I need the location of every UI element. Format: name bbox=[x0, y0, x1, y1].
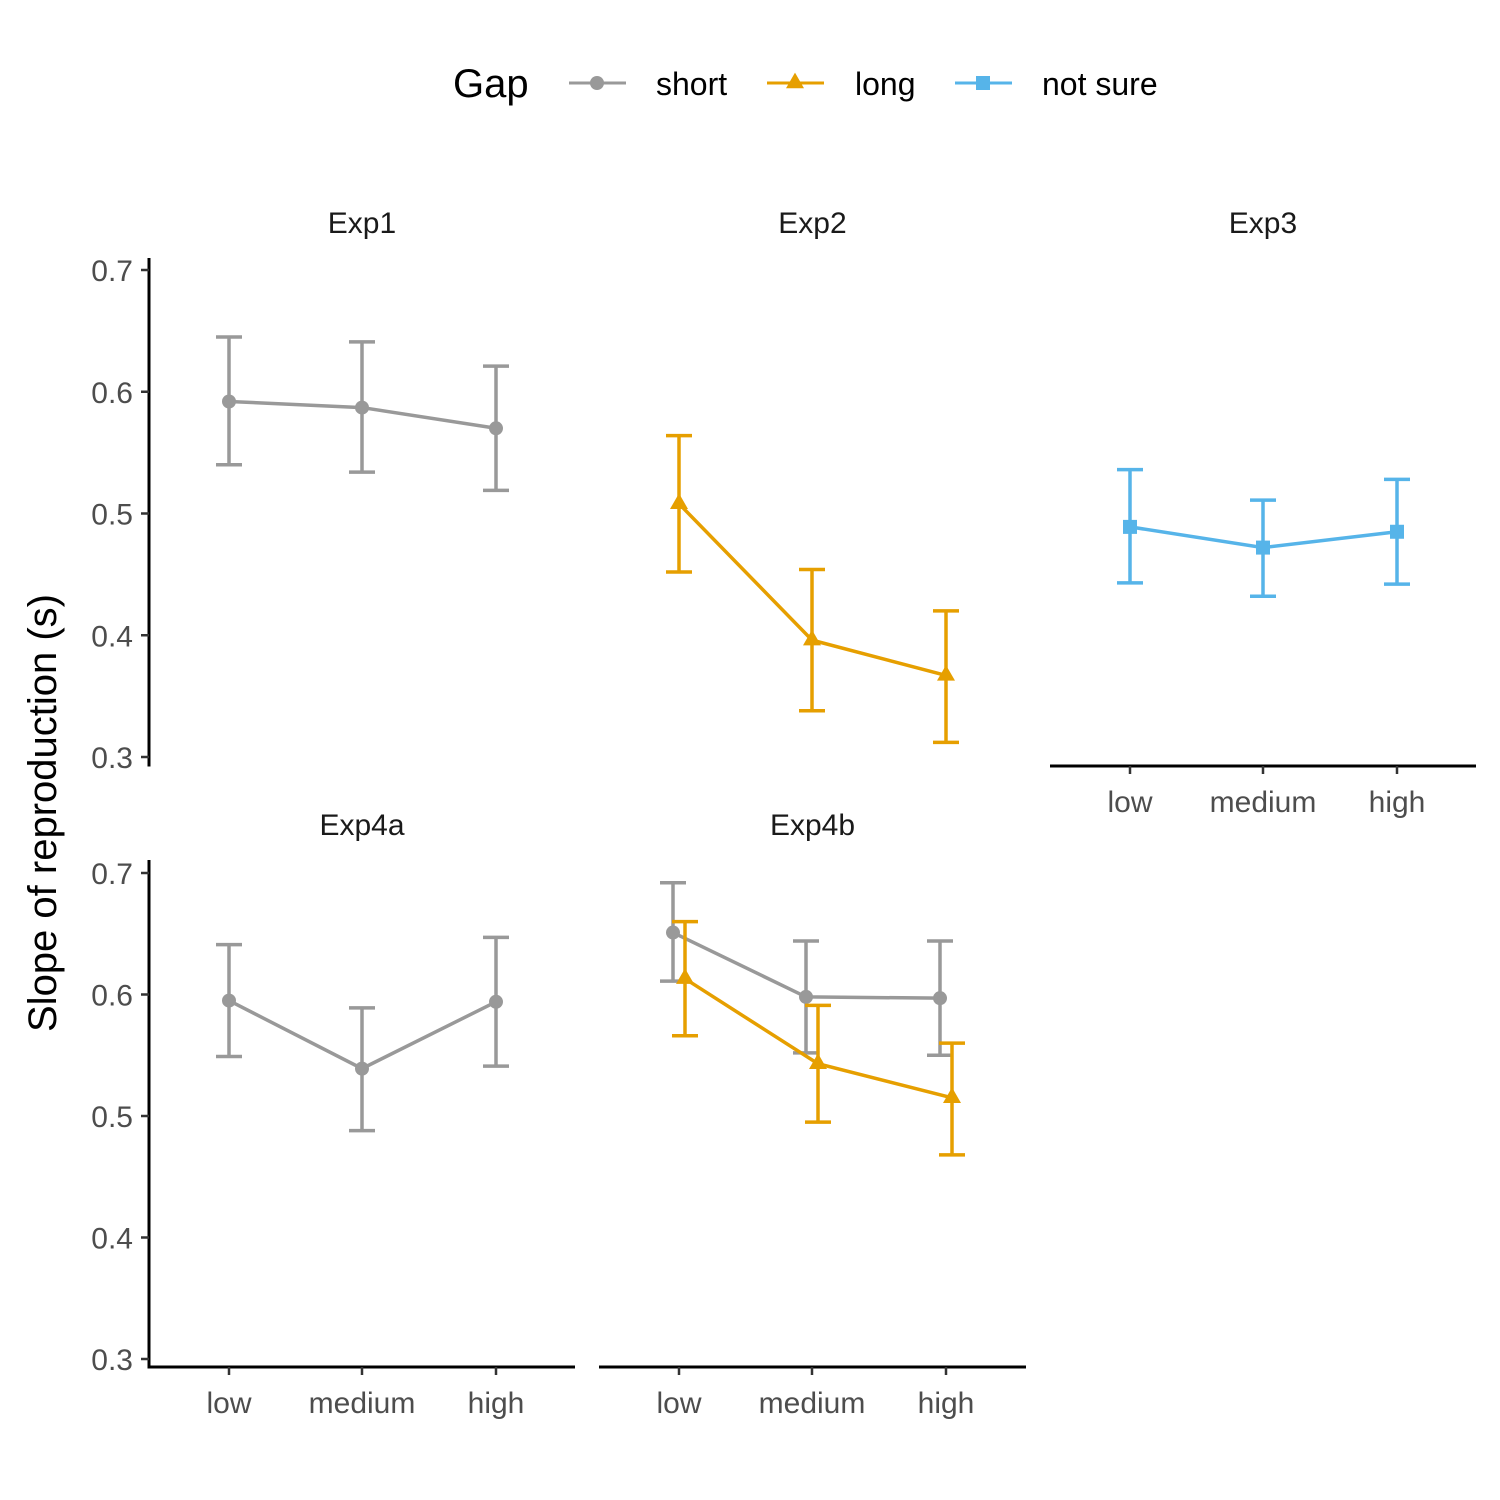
data-point bbox=[809, 1053, 827, 1069]
data-point bbox=[1256, 540, 1270, 555]
y-tick-label: 0.5 bbox=[91, 499, 133, 532]
x-tick-label: high bbox=[1369, 786, 1426, 819]
panel-title: Exp4b bbox=[770, 809, 855, 842]
y-tick-label: 0.7 bbox=[91, 255, 133, 288]
legend-item-long: long bbox=[767, 66, 916, 102]
data-point bbox=[489, 994, 503, 1009]
legend-key-marker bbox=[786, 72, 804, 89]
panel-exp4a: Exp4a 0.3 0.4 0.5 0.6 0.7 low medium high bbox=[91, 809, 575, 1420]
panel-title: Exp4a bbox=[319, 809, 404, 842]
y-tick-label: 0.3 bbox=[91, 1344, 133, 1377]
legend-label: long bbox=[855, 66, 916, 102]
legend-key-marker bbox=[976, 76, 990, 90]
series-short bbox=[216, 935, 509, 1133]
data-point bbox=[1123, 519, 1137, 534]
legend-label: short bbox=[656, 66, 727, 102]
data-point bbox=[355, 1061, 369, 1076]
legend: Gap short long not sure bbox=[453, 62, 1158, 106]
legend-item-short: short bbox=[569, 66, 727, 102]
x-tick-label: low bbox=[656, 1387, 701, 1420]
data-point bbox=[803, 629, 821, 646]
data-point bbox=[489, 421, 503, 436]
y-tick-label: 0.5 bbox=[91, 1101, 133, 1134]
panel-title: Exp3 bbox=[1229, 207, 1297, 240]
x-tick-label: low bbox=[206, 1387, 251, 1420]
data-point bbox=[676, 968, 694, 984]
data-point bbox=[355, 400, 369, 415]
data-point bbox=[933, 991, 947, 1006]
x-tick-label: high bbox=[468, 1387, 525, 1420]
y-tick-label: 0.6 bbox=[91, 980, 133, 1013]
data-point bbox=[1390, 524, 1404, 539]
panel-title: Exp2 bbox=[778, 207, 846, 240]
data-point bbox=[222, 993, 236, 1008]
data-point bbox=[666, 925, 680, 940]
x-tick-label: high bbox=[918, 1387, 975, 1420]
panel-exp1: Exp1 0.3 0.4 0.5 0.6 0.7 bbox=[91, 207, 509, 775]
data-point bbox=[222, 394, 236, 409]
y-tick-label: 0.4 bbox=[91, 620, 133, 653]
y-tick-label: 0.3 bbox=[91, 742, 133, 775]
data-point bbox=[943, 1087, 961, 1103]
series-short bbox=[660, 880, 953, 1057]
y-tick-label: 0.7 bbox=[91, 858, 133, 891]
y-tick-label: 0.6 bbox=[91, 377, 133, 410]
panel-exp3: Exp3 low medium high bbox=[1050, 207, 1476, 819]
panel-title: Exp1 bbox=[328, 207, 396, 240]
panel-exp4b: Exp4b low medium high bbox=[599, 809, 1026, 1420]
x-tick-label: medium bbox=[759, 1387, 866, 1420]
series-long bbox=[672, 919, 965, 1157]
legend-label: not sure bbox=[1042, 66, 1158, 102]
series-short bbox=[216, 335, 509, 493]
x-tick-label: medium bbox=[1210, 786, 1317, 819]
legend-key-marker bbox=[590, 76, 604, 90]
x-tick-label: low bbox=[1107, 786, 1152, 819]
panel-exp2: Exp2 bbox=[666, 207, 959, 745]
x-tick-label: medium bbox=[309, 1387, 416, 1420]
legend-title: Gap bbox=[453, 62, 529, 106]
data-point bbox=[799, 989, 813, 1004]
series-not-sure bbox=[1117, 467, 1410, 599]
series-long bbox=[666, 433, 959, 745]
data-point bbox=[670, 493, 688, 509]
legend-item-not-sure: not sure bbox=[955, 66, 1158, 102]
y-tick-label: 0.4 bbox=[91, 1223, 133, 1256]
data-point bbox=[937, 665, 955, 681]
y-axis-label: Slope of reproduction (s) bbox=[21, 594, 65, 1032]
